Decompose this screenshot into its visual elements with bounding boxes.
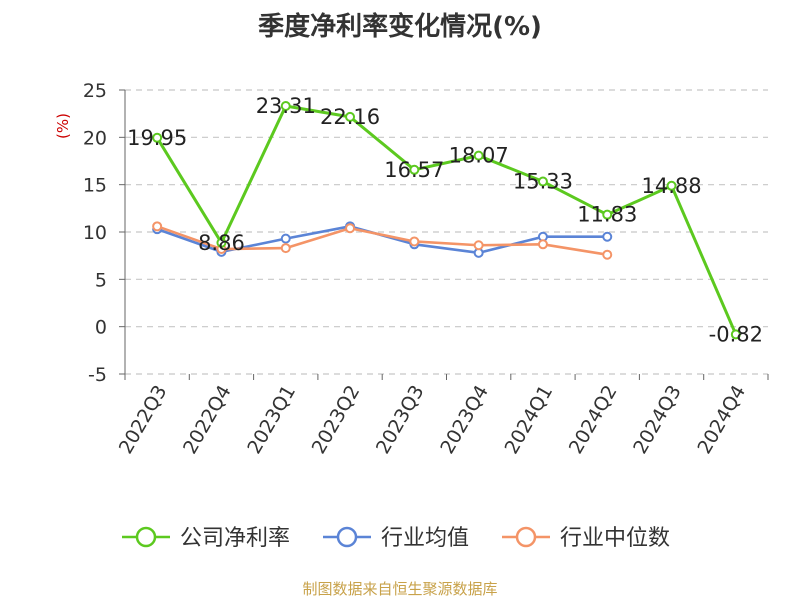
legend-label: 行业均值 xyxy=(381,526,469,551)
series-line-2 xyxy=(156,225,608,257)
x-tick-label: 2022Q4 xyxy=(179,382,236,458)
data-point xyxy=(345,223,356,234)
data-point xyxy=(280,100,291,111)
data-point xyxy=(473,150,484,161)
x-tick-label: 2024Q4 xyxy=(693,382,750,458)
legend-marker xyxy=(336,526,358,548)
x-tick-label: 2024Q1 xyxy=(501,382,558,458)
data-label: 22.16 xyxy=(320,105,380,129)
data-point xyxy=(216,237,227,248)
data-label: 16.57 xyxy=(384,158,444,182)
data-source-note: 制图数据来自恒生聚源数据库 xyxy=(302,580,498,598)
legend-label: 行业中位数 xyxy=(560,526,670,551)
data-point xyxy=(345,111,356,122)
data-point xyxy=(409,164,420,175)
data-label: 19.95 xyxy=(127,126,187,150)
x-tick-label: 2023Q1 xyxy=(243,382,300,458)
data-point xyxy=(537,239,548,250)
data-point xyxy=(152,221,163,232)
x-tick-label: 2023Q4 xyxy=(436,382,493,458)
data-label: 14.88 xyxy=(641,174,701,198)
data-label: 18.07 xyxy=(449,144,509,168)
x-tick-label: 2024Q3 xyxy=(629,382,686,458)
y-axis-label: (%) xyxy=(54,113,72,139)
x-tick-label: 2023Q3 xyxy=(372,382,429,458)
legend-label: 公司净利率 xyxy=(180,526,290,551)
x-tick-label: 2023Q2 xyxy=(308,382,365,458)
data-point xyxy=(602,249,613,260)
chart-title: 季度净利率变化情况(%) xyxy=(258,12,542,42)
data-point xyxy=(280,243,291,254)
y-tick-label: 10 xyxy=(83,222,107,244)
data-label: 11.83 xyxy=(577,203,637,227)
legend-marker xyxy=(135,526,157,548)
data-point xyxy=(602,231,613,242)
data-label: -0.82 xyxy=(709,322,763,346)
legend-marker xyxy=(515,526,537,548)
y-tick-label: 0 xyxy=(95,317,107,339)
y-tick-label: 15 xyxy=(83,175,107,197)
data-point xyxy=(666,180,677,191)
y-tick-label: -5 xyxy=(88,364,107,386)
x-tick-label: 2024Q2 xyxy=(565,382,622,458)
y-tick-label: 20 xyxy=(83,127,107,149)
x-tick-label: 2022Q3 xyxy=(115,382,172,458)
data-point xyxy=(409,236,420,247)
data-label: 8.86 xyxy=(198,231,245,255)
data-point xyxy=(473,240,484,251)
y-tick-label: 25 xyxy=(83,80,107,102)
y-tick-label: 5 xyxy=(95,269,107,291)
data-point xyxy=(537,176,548,187)
data-point xyxy=(280,233,291,244)
data-label: 23.31 xyxy=(256,94,316,118)
data-point xyxy=(152,132,163,143)
data-label: 15.33 xyxy=(513,170,573,194)
data-point xyxy=(730,329,741,340)
series-line-0 xyxy=(155,104,738,336)
data-point xyxy=(602,209,613,220)
